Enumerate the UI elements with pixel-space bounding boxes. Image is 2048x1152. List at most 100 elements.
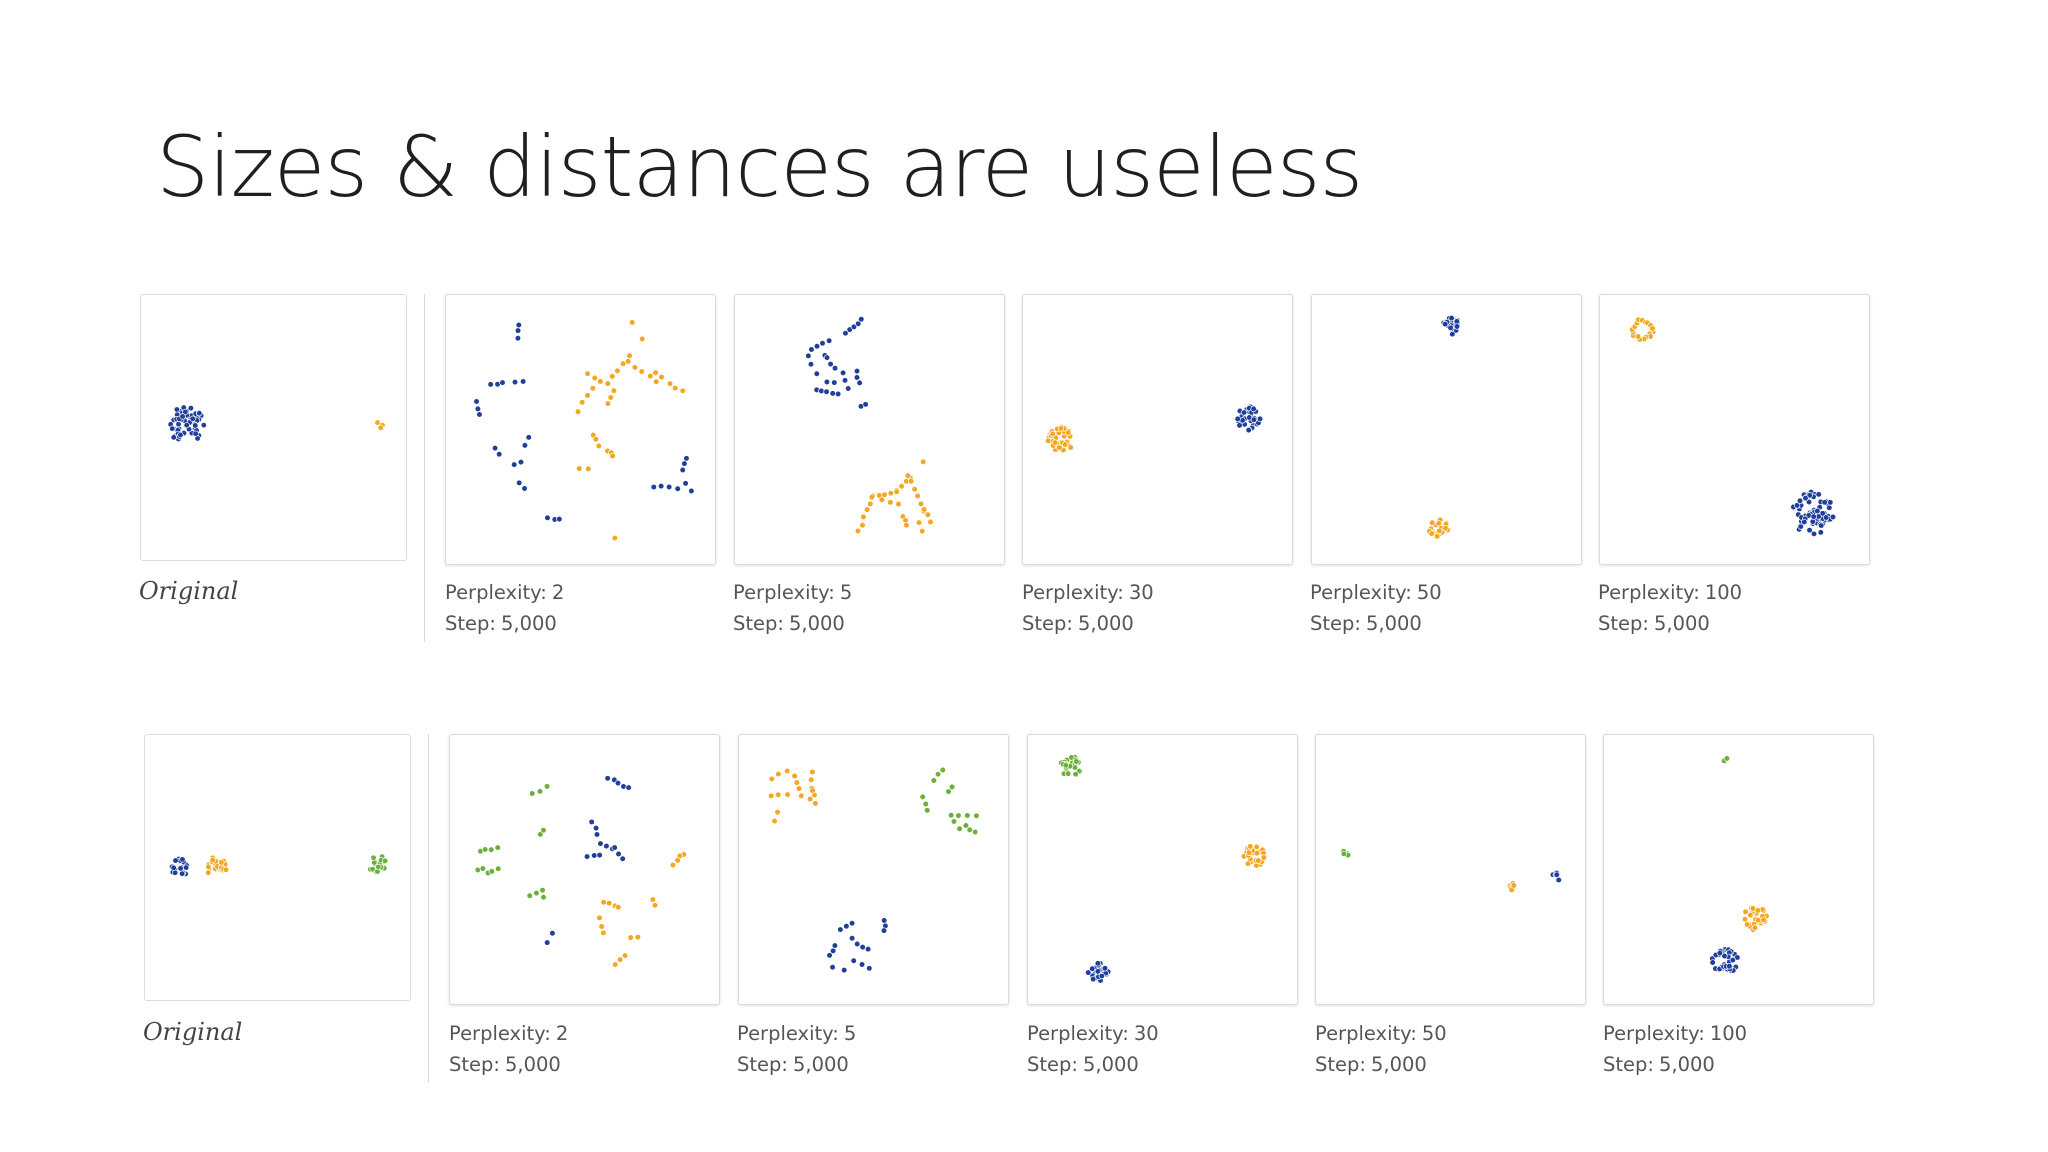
orange-point [878, 496, 886, 503]
tsne-plot-row1-p2 [445, 294, 716, 565]
orange-point [607, 394, 614, 401]
orange-point [595, 442, 602, 450]
orange-point [611, 534, 618, 542]
green-point [526, 892, 533, 899]
orange-point [377, 424, 384, 431]
blue-point [1101, 965, 1109, 972]
blue-point [604, 775, 611, 782]
blue-point [179, 413, 186, 420]
blue-point [556, 515, 563, 523]
blue-point [511, 378, 519, 386]
blue-point [831, 942, 839, 949]
blue-point [521, 485, 528, 492]
green-point [381, 857, 389, 865]
blue-point [1810, 530, 1818, 538]
orange-point [600, 899, 607, 906]
blue-point [1448, 315, 1455, 322]
blue-point [829, 947, 837, 954]
blue-point [619, 855, 626, 862]
green-point [966, 826, 973, 834]
blue-point [615, 850, 622, 858]
blue-point [805, 352, 812, 360]
orange-point [591, 374, 598, 382]
blue-point [854, 940, 861, 948]
orange-point [666, 380, 674, 387]
orange-point [907, 478, 915, 485]
orange-point [895, 500, 902, 508]
blue-point [839, 369, 847, 377]
orange-point [205, 869, 212, 876]
green-point [964, 812, 971, 819]
orange-point [222, 866, 230, 873]
blue-point [491, 444, 499, 452]
orange-point [809, 768, 816, 776]
blue-point [819, 340, 826, 347]
blue-point [189, 415, 196, 422]
blue-point [1793, 502, 1801, 509]
blue-point [517, 458, 525, 466]
blue-point [521, 442, 529, 449]
orange-point [679, 387, 686, 395]
blue-point [172, 857, 179, 864]
perplexity-text: Perplexity: 100 [1598, 581, 1743, 604]
blue-point [837, 926, 844, 933]
caption-row1-p30: Perplexity: 30 Step: 5,000 [1022, 577, 1154, 639]
blue-point [1810, 513, 1817, 520]
orange-point [915, 519, 923, 526]
caption-row1-p5: Perplexity: 5 Step: 5,000 [733, 577, 852, 639]
caption-row1-p2: Perplexity: 2 Step: 5,000 [445, 577, 564, 639]
blue-point [179, 856, 186, 863]
orange-point [793, 779, 800, 786]
blue-point [813, 343, 821, 350]
orange-point [771, 817, 778, 825]
blue-point [476, 411, 483, 418]
blue-point [808, 346, 815, 353]
orange-point [775, 791, 782, 798]
green-point [495, 865, 502, 872]
orange-point [612, 961, 619, 968]
blue-point [1822, 514, 1830, 521]
orange-point [604, 380, 611, 387]
blue-point [858, 316, 865, 323]
blue-point [1453, 323, 1461, 330]
orange-point [920, 458, 927, 466]
caption-row2-p30: Perplexity: 30 Step: 5,000 [1027, 1018, 1159, 1080]
blue-point [525, 434, 532, 441]
blue-point [1234, 415, 1241, 423]
blue-point [593, 831, 601, 838]
blue-point [829, 964, 836, 971]
perplexity-text: Perplexity: 2 [445, 581, 565, 604]
orange-point [917, 500, 925, 508]
blue-point [592, 824, 600, 832]
blue-point [177, 865, 184, 872]
blue-point [841, 377, 849, 384]
blue-point [196, 410, 203, 417]
green-point [930, 777, 937, 784]
original-caption-row1: Original [139, 577, 239, 605]
orange-point [1044, 437, 1052, 445]
orange-point [626, 352, 633, 359]
blue-point [1553, 871, 1560, 878]
green-point [488, 868, 495, 875]
blue-point [583, 853, 591, 860]
tsne-plot-row2-p5 [738, 734, 1009, 1005]
orange-point [584, 370, 591, 377]
blue-point [611, 844, 618, 851]
blue-point [1094, 968, 1102, 975]
blue-point [1449, 330, 1456, 338]
blue-point [827, 360, 834, 368]
blue-point [681, 460, 688, 467]
orange-point [658, 373, 665, 381]
green-point [488, 846, 495, 853]
orange-point [605, 900, 613, 907]
blue-point [850, 323, 858, 331]
orange-point [806, 795, 814, 803]
blue-point [1809, 518, 1816, 525]
tsne-plot-row2-p2 [449, 734, 720, 1005]
orange-point [604, 400, 612, 407]
blue-point [866, 965, 873, 972]
green-point [950, 818, 958, 825]
green-point [543, 783, 551, 790]
orange-point [218, 859, 225, 866]
orange-point [1751, 924, 1759, 931]
